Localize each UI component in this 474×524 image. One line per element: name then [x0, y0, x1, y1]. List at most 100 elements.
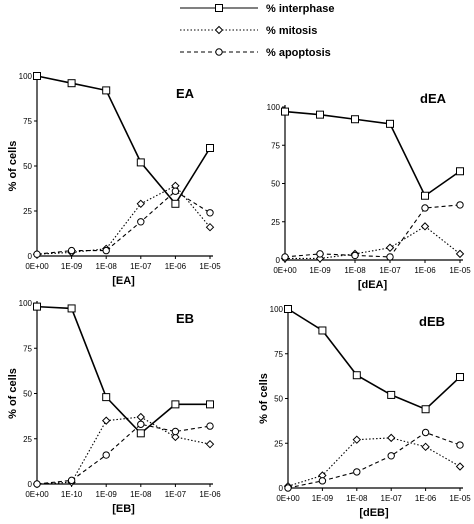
series-line: [36, 190, 211, 255]
x-tick-label: 1E-10: [61, 490, 83, 499]
y-tick-label: 75: [23, 344, 32, 353]
data-point: [421, 191, 429, 200]
y-tick-label: 50: [23, 162, 32, 171]
y-tick-label: 0: [279, 484, 284, 493]
series-mitosis: [32, 181, 215, 259]
series-interphase: [33, 72, 214, 208]
data-point: [33, 72, 41, 80]
data-point: [33, 250, 41, 258]
legend: % interphase % mitosis % apoptosis: [180, 3, 334, 59]
x-axis-label: [dEB]: [359, 507, 389, 519]
y-tick-label: 50: [274, 395, 283, 404]
x-tick-label: 1E-07: [381, 494, 403, 503]
data-point: [456, 441, 464, 449]
chart-panels: 0 25 50 75 100 0E+00 1E-09 1E-08 1E-07 1E-06 1E-05…: [7, 72, 471, 519]
data-point: [456, 373, 464, 382]
chart-panel-ea: 0 25 50 75 100 0E+00 1E-09 1E-08 1E-07 1E-06 1E-05…: [7, 72, 221, 287]
panel-title: dEA: [420, 91, 447, 106]
data-point: [101, 416, 111, 425]
series-line: [36, 416, 211, 485]
series-line: [287, 431, 461, 489]
data-point: [318, 477, 327, 485]
series-line: [284, 204, 461, 258]
x-tick-label: 1E-05: [449, 494, 471, 503]
data-point: [136, 158, 145, 167]
data-point: [387, 452, 395, 460]
y-tick-label: 0: [276, 256, 281, 265]
x-tick-label: 1E-07: [165, 490, 187, 499]
legend-label: % mitosis: [266, 25, 317, 37]
x-tick-label: 1E-05: [199, 262, 221, 271]
x-tick-label: 1E-09: [96, 490, 118, 499]
y-tick-label: 75: [271, 141, 280, 150]
y-tick-label: 25: [271, 218, 280, 227]
data-point: [137, 420, 145, 428]
y-tick-label: 75: [23, 117, 32, 126]
data-point: [281, 107, 289, 116]
data-point: [67, 246, 76, 255]
series-interphase: [281, 107, 464, 200]
data-point: [421, 428, 430, 437]
data-point: [137, 218, 145, 226]
legend-entry: % apoptosis: [180, 47, 331, 59]
data-point: [206, 209, 214, 217]
y-axis-label: % of cells: [7, 141, 19, 192]
legend-label: % apoptosis: [266, 47, 331, 59]
legend-marker-icon: [215, 48, 223, 56]
y-tick-label: 100: [270, 305, 284, 314]
y-tick-label: 25: [23, 207, 32, 216]
data-point: [67, 304, 76, 313]
x-tick-label: 1E-08: [130, 490, 152, 499]
series-line: [287, 308, 461, 411]
y-tick-label: 0: [28, 480, 33, 489]
data-point: [318, 326, 327, 335]
x-tick-label: 0E+00: [273, 266, 297, 275]
series-line: [36, 305, 210, 435]
data-point: [387, 390, 396, 399]
data-point: [171, 427, 180, 436]
y-tick-label: 25: [274, 439, 283, 448]
series-apoptosis: [33, 420, 214, 488]
x-tick-label: 1E-08: [344, 266, 366, 275]
data-point: [386, 253, 394, 261]
data-point: [456, 201, 464, 209]
x-tick-label: 1E-08: [96, 262, 118, 271]
data-point: [205, 439, 215, 449]
data-point: [316, 110, 324, 119]
legend-entry: % mitosis: [180, 25, 317, 37]
x-tick-label: 1E-09: [61, 262, 83, 271]
y-tick-label: 100: [267, 103, 281, 112]
x-tick-label: 1E-06: [165, 262, 187, 271]
legend-entry: % interphase: [180, 3, 334, 15]
panel-title: EB: [176, 311, 194, 326]
data-point: [386, 433, 396, 443]
x-tick-label: 1E-07: [130, 262, 152, 271]
y-tick-label: 50: [271, 180, 280, 189]
x-tick-label: 0E+00: [25, 262, 49, 271]
x-tick-label: 0E+00: [25, 490, 49, 499]
data-point: [421, 204, 429, 212]
data-point: [136, 199, 146, 209]
series-line: [285, 225, 461, 260]
series-line: [36, 75, 211, 206]
y-tick-label: 75: [274, 350, 283, 359]
data-point: [102, 393, 111, 402]
y-tick-label: 0: [28, 252, 33, 261]
series-apoptosis: [284, 428, 464, 492]
x-axis-label: [EA]: [112, 275, 135, 287]
data-point: [136, 429, 145, 438]
data-point: [33, 302, 41, 311]
series-line: [284, 110, 461, 197]
data-point: [421, 405, 430, 414]
panel-title: EA: [176, 86, 195, 101]
data-point: [351, 251, 359, 260]
legend-marker-icon: [214, 25, 224, 35]
data-point: [353, 468, 361, 476]
data-point: [206, 144, 214, 152]
series-line: [36, 185, 211, 255]
data-point: [102, 451, 110, 459]
series-apoptosis: [33, 187, 214, 258]
x-tick-label: 1E-06: [414, 266, 436, 275]
data-point: [171, 400, 180, 409]
data-point: [67, 476, 76, 485]
